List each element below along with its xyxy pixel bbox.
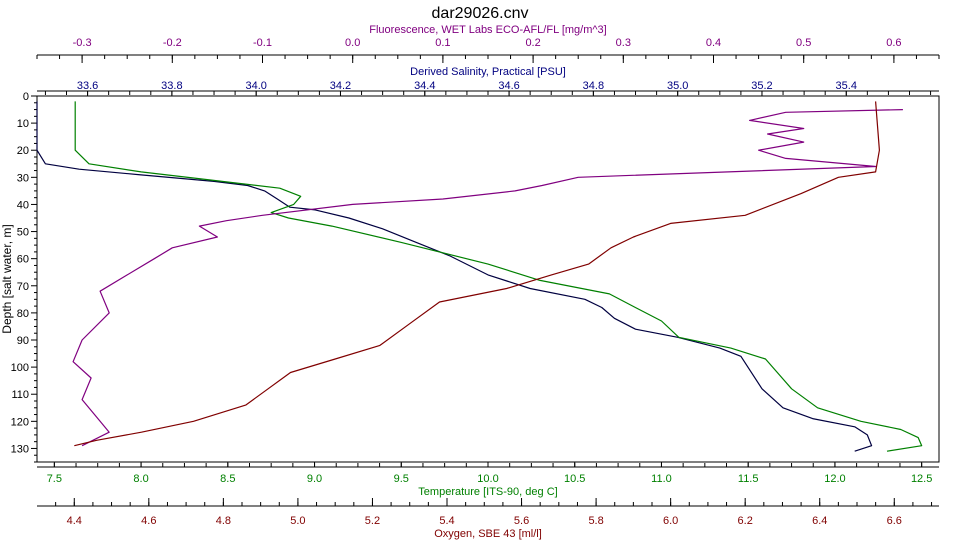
depth-tick-label: 30 (17, 172, 29, 184)
salinity-tick-label: 35.0 (667, 80, 688, 92)
plot-area (36, 95, 940, 463)
oxygen-profile-line (74, 101, 881, 447)
depth-tick-label: 90 (17, 335, 29, 347)
salinity-tick-label: 35.2 (751, 80, 772, 92)
bottom-axes: 7.5 8.0 8.5 9.0 9.5 10.0 10.5 11.0 11.5 12.0 12.5 T… (37, 459, 939, 540)
fluorescence-tick-label: 0.5 (796, 37, 811, 49)
depth-tick-label: 110 (11, 389, 29, 401)
oxygen-tick-label: 4.4 (67, 515, 82, 527)
temperature-tick-label: 11.0 (651, 473, 672, 485)
temperature-tick-label: 9.5 (394, 473, 409, 485)
depth-tick-label: 70 (17, 281, 29, 293)
salinity-axis-title: Derived Salinity, Practical [PSU] (410, 66, 566, 78)
fluorescence-tick-label: -0.1 (253, 37, 272, 49)
oxygen-axis: 4.4 4.6 4.8 5.0 5.2 5.4 5.6 5.8 6.0 6.2 6.4 6.6 Oxyg… (37, 498, 939, 540)
fluorescence-tick-label: 0.1 (435, 37, 450, 49)
oxygen-tick-label: 5.2 (365, 515, 380, 527)
temperature-tick-label: 11.5 (738, 473, 759, 485)
oxygen-axis-title: Oxygen, SBE 43 [ml/l] (434, 528, 542, 540)
temperature-tick-label: 10.5 (564, 473, 585, 485)
temperature-profile-line (74, 101, 923, 452)
temperature-tick-label: 10.0 (477, 473, 498, 485)
fluorescence-tick-label: -0.2 (163, 37, 182, 49)
oxygen-tick-label: 5.6 (514, 515, 529, 527)
temperature-tick-label: 8.5 (220, 473, 235, 485)
series-layer (36, 101, 923, 452)
salinity-axis: 33.6 33.8 34.0 34.2 34.4 34.6 34.8 35.0 35.2 35.4… (37, 66, 939, 99)
depth-tick-label: 20 (17, 145, 29, 157)
oxygen-tick-label: 6.4 (812, 515, 827, 527)
oxygen-tick-label: 5.0 (290, 515, 305, 527)
depth-tick-label: 60 (17, 254, 29, 266)
oxygen-tick-label: 6.2 (738, 515, 753, 527)
salinity-tick-label: 35.4 (836, 80, 857, 92)
oxygen-tick-label: 6.6 (887, 515, 902, 527)
fluorescence-tick-label: 0.2 (525, 37, 540, 49)
fluorescence-tick-label: -0.3 (73, 37, 92, 49)
temperature-axis-title: Temperature [ITS-90, deg C] (418, 486, 557, 498)
salinity-profile-line (36, 101, 873, 452)
depth-tick-label: 40 (17, 199, 29, 211)
temperature-tick-label: 8.0 (133, 473, 148, 485)
top-axes: -0.3 -0.2 -0.1 0.0 0.1 0.2 0.3 0.4 0.5 0.6 Fluores… (36, 24, 940, 99)
temperature-tick-label: 12.0 (824, 473, 845, 485)
salinity-tick-label: 34.4 (414, 80, 435, 92)
depth-tick-label: 80 (17, 308, 29, 320)
fluorescence-profile-line (72, 109, 903, 447)
temperature-axis: 7.5 8.0 8.5 9.0 9.5 10.0 10.5 11.0 11.5 12.0 12.5 T… (37, 459, 939, 498)
salinity-tick-label: 33.6 (77, 80, 98, 92)
fluorescence-tick-label: 0.6 (886, 37, 901, 49)
salinity-tick-label: 33.8 (161, 80, 182, 92)
temperature-tick-label: 12.5 (911, 473, 932, 485)
temperature-tick-label: 9.0 (307, 473, 322, 485)
oxygen-tick-label: 4.6 (141, 515, 156, 527)
depth-tick-label: 50 (17, 227, 29, 239)
fluorescence-tick-label: 0.0 (345, 37, 360, 49)
fluorescence-axis-title: Fluorescence, WET Labs ECO-AFL/FL [mg/m^… (369, 24, 606, 36)
fluorescence-tick-label: 0.4 (706, 37, 721, 49)
oxygen-tick-label: 5.8 (588, 515, 603, 527)
fluorescence-tick-label: 0.3 (616, 37, 631, 49)
depth-tick-label: 10 (17, 118, 29, 130)
oxygen-tick-label: 4.8 (216, 515, 231, 527)
oxygen-tick-label: 6.0 (663, 515, 678, 527)
y-axis-label: Depth [salt water, m] (0, 224, 14, 333)
depth-tick-label: 130 (11, 443, 29, 455)
salinity-tick-label: 34.0 (245, 80, 266, 92)
chart-title: dar29026.cnv (432, 5, 529, 22)
depth-axis: 0 10 20 30 40 50 60 70 80 90 100 110 120 130 (11, 91, 37, 463)
fluorescence-axis: -0.3 -0.2 -0.1 0.0 0.1 0.2 0.3 0.4 0.5 0.6 Fluores… (36, 24, 940, 63)
temperature-tick-label: 7.5 (47, 473, 62, 485)
salinity-tick-label: 34.6 (498, 80, 519, 92)
oxygen-tick-label: 5.4 (439, 515, 454, 527)
salinity-tick-label: 34.2 (330, 80, 351, 92)
depth-tick-label: 100 (11, 362, 29, 374)
salinity-tick-label: 34.8 (583, 80, 604, 92)
depth-tick-label: 0 (23, 91, 29, 103)
depth-tick-label: 120 (11, 416, 29, 428)
